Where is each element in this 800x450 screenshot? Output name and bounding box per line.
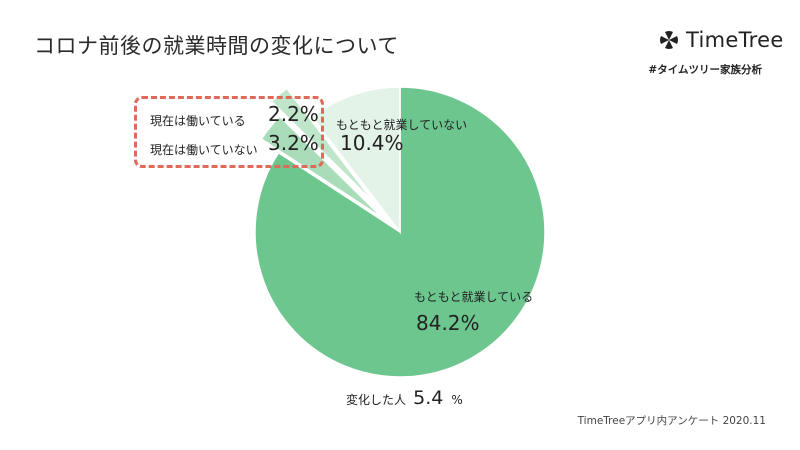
highlight-box (134, 96, 324, 168)
label-working-now: 現在は働いている (150, 114, 246, 128)
timetree-leaf-icon (660, 31, 678, 49)
brand-name: TimeTree (686, 28, 784, 52)
changed-label: 変化した人 (346, 393, 407, 407)
label-originally-working: もともと就業している (414, 290, 534, 304)
label-originally-not-working: もともと就業していない (336, 118, 468, 132)
value-originally-not-working: 10.4% (340, 131, 404, 155)
value-not-working-now: 3.2% (268, 131, 319, 155)
source-note: TimeTreeアプリ内アンケート 2020.11 (577, 415, 766, 427)
changed-unit: % (451, 393, 463, 407)
changed-summary: 変化した人 5.4 % (346, 387, 463, 409)
value-working-now: 2.2% (268, 102, 319, 126)
value-originally-working: 84.2% (416, 311, 480, 335)
slice-not-working-now (260, 115, 384, 219)
hashtag: #タイムツリー家族分析 (648, 64, 762, 76)
changed-value: 5.4 (413, 387, 444, 409)
timetree-logo: TimeTree (658, 26, 784, 54)
chart-title: コロナ前後の就業時間の変化について (34, 34, 399, 58)
label-not-working-now: 現在は働いていない (150, 143, 258, 157)
slice-originally-not-working (310, 86, 401, 235)
